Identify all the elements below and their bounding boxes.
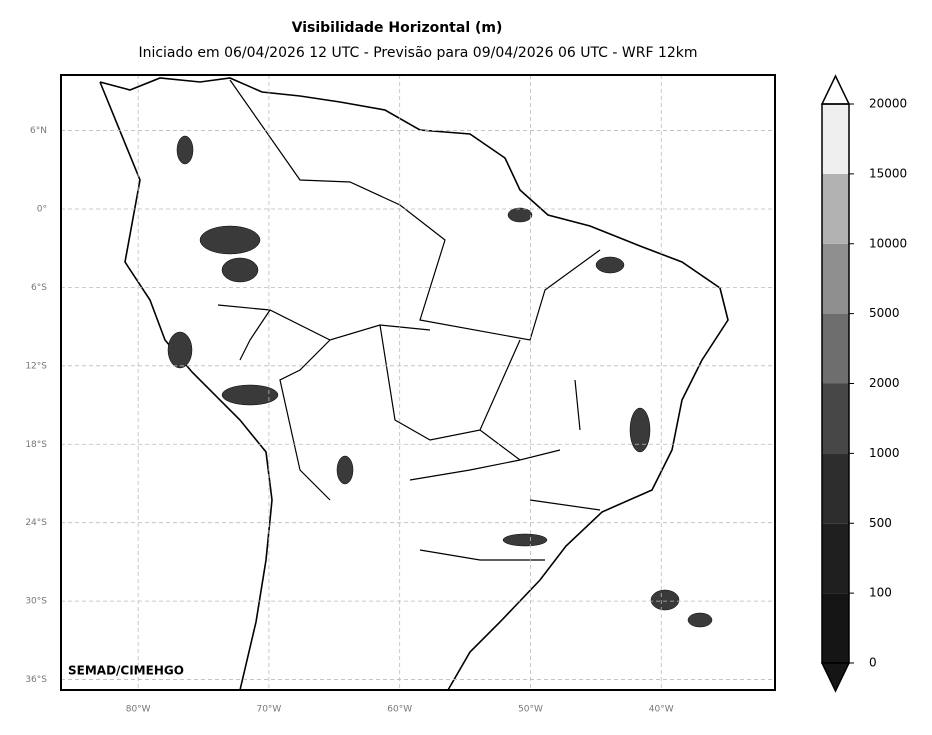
colorbar-label: 10000 (869, 236, 907, 250)
colorbar-label: 2000 (869, 376, 900, 390)
subtitle: Iniciado em 06/04/2026 12 UTC - Previsão… (138, 45, 697, 61)
colorbar-label: 100 (869, 586, 892, 600)
x-tick-label: 80°W (126, 705, 151, 715)
colorbar-band (822, 453, 849, 524)
y-tick-label: 18°S (25, 440, 47, 450)
y-tick-label: 12°S (25, 361, 47, 371)
y-tick-label: 24°S (25, 518, 47, 528)
colorbar-band (822, 313, 849, 384)
y-tick-label: 0° (37, 204, 47, 214)
title: Visibilidade Horizontal (m) (292, 20, 503, 36)
colorbar-band (822, 593, 849, 663)
colorbar-label: 1000 (869, 446, 900, 460)
colorbar-band (822, 243, 849, 314)
colorbar-label: 5000 (869, 306, 900, 320)
map (61, 75, 775, 691)
colorbar-label: 0 (869, 656, 877, 670)
x-tick-label: 60°W (387, 705, 412, 715)
map-frame (60, 74, 776, 691)
credit: SEMAD/CIMEHGO (68, 664, 184, 678)
colorbar-band (822, 104, 849, 174)
colorbar-band (822, 383, 849, 454)
x-tick-label: 70°W (256, 705, 281, 715)
colorbar-label: 500 (869, 516, 892, 530)
y-tick-label: 6°N (30, 126, 47, 136)
colorbar-band (822, 523, 849, 594)
colorbar-label: 15000 (869, 166, 907, 180)
x-tick-label: 40°W (649, 705, 674, 715)
x-tick-label: 50°W (518, 705, 543, 715)
borders (217, 79, 601, 561)
visibility-areas (167, 135, 713, 628)
colorbar-label: 20000 (869, 97, 907, 111)
land-outline (99, 77, 729, 691)
y-tick-label: 30°S (25, 597, 47, 607)
y-tick-label: 6°S (31, 283, 47, 293)
colorbar-extend-min (820, 662, 851, 693)
colorbar-extend-max (820, 74, 851, 105)
colorbar-band (822, 173, 849, 244)
y-tick-label: 36°S (25, 675, 47, 685)
